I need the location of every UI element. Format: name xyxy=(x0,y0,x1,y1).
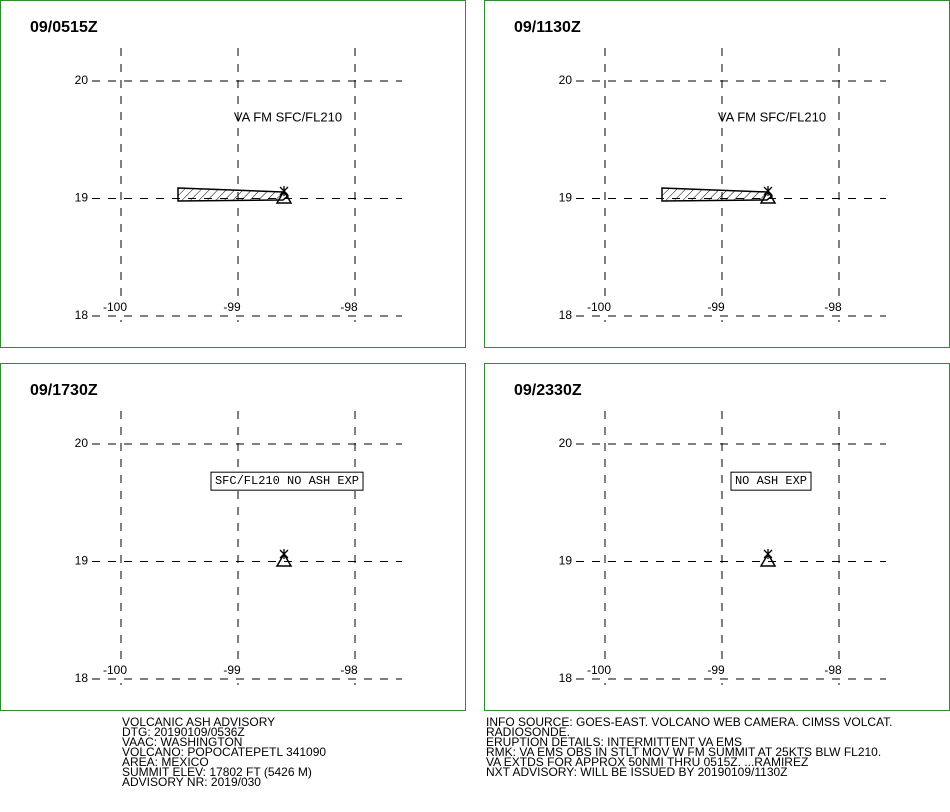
panel-time: 09/0515Z xyxy=(30,19,98,36)
x-tick-label-bg xyxy=(339,300,359,315)
volcano-symbol xyxy=(759,552,777,567)
panel-time: 09/2330Z xyxy=(514,382,582,399)
x-tick-label-bg xyxy=(222,300,242,315)
y-tick-label: 20 xyxy=(75,436,89,450)
volcano-symbol xyxy=(275,552,293,567)
x-tick-label-bg xyxy=(585,300,613,315)
map-panel: 18 19 20 -100 -99 -98 09/1130Z VA FM SFC/FL210 xyxy=(484,0,950,348)
ash-area xyxy=(661,187,774,202)
advisory-line: RMK: VA EMS OBS IN STLT MOV W FM SUMMIT … xyxy=(486,745,882,759)
y-tick-label: 18 xyxy=(559,308,573,322)
x-tick-label-bg xyxy=(706,663,726,678)
y-tick-label: 20 xyxy=(559,73,573,87)
map-panel: 18 19 20 -100 -99 -98 09/2330Z NO ASH EXP xyxy=(484,363,950,711)
panel-border xyxy=(484,363,950,711)
advisory-line: ERUPTION DETAILS: INTERMITTENT VA EMS xyxy=(486,735,743,749)
x-tick-label: -100 xyxy=(103,663,127,677)
panel-border xyxy=(484,0,950,348)
x-tick-label-bg xyxy=(222,663,242,678)
advisory-line: INFO SOURCE: GOES-EAST. VOLCANO WEB CAME… xyxy=(486,715,893,729)
y-tick-label: 20 xyxy=(559,436,573,450)
label-box xyxy=(210,471,364,491)
x-tick-label-bg xyxy=(101,300,129,315)
advisory-line: VOLCANIC ASH ADVISORY xyxy=(122,715,276,729)
x-tick-label: -100 xyxy=(587,300,611,314)
panel-time: 09/1730Z xyxy=(30,382,98,399)
map-panel: 18 19 20 -100 -99 -98 09/1730Z SFC/FL210 NO ASH… xyxy=(0,363,466,711)
panel-label: VA FM SFC/FL210 xyxy=(234,109,342,124)
advisory-line: SUMMIT ELEV: 17802 FT (5426 M) xyxy=(122,765,312,779)
x-tick-label: -98 xyxy=(340,663,358,677)
advisory-line: RADIOSONDE. xyxy=(486,725,571,739)
ash-area xyxy=(177,187,290,202)
x-tick-label: -99 xyxy=(223,663,241,677)
x-tick-label: -99 xyxy=(707,300,725,314)
x-tick-label: -98 xyxy=(340,300,358,314)
panel-label: SFC/FL210 NO ASH EXP xyxy=(215,474,359,488)
x-tick-label-bg xyxy=(339,663,359,678)
y-tick-label: 19 xyxy=(559,554,573,568)
x-tick-label-bg xyxy=(823,300,843,315)
eruption-symbol xyxy=(763,186,773,196)
x-tick-label-bg xyxy=(823,663,843,678)
y-tick-label: 18 xyxy=(75,308,89,322)
advisory-line: AREA: MEXICO xyxy=(122,755,209,769)
eruption-symbol xyxy=(279,549,289,559)
y-tick-label: 19 xyxy=(75,191,89,205)
volcano-symbol xyxy=(759,189,777,204)
advisory-line: NXT ADVISORY: WILL BE ISSUED BY 20190109… xyxy=(486,765,788,779)
x-tick-label-bg xyxy=(706,300,726,315)
y-tick-label: 18 xyxy=(75,671,89,685)
x-tick-label: -99 xyxy=(707,663,725,677)
panel-border xyxy=(0,0,466,348)
advisory-right: INFO SOURCE: GOES-EAST. VOLCANO WEB CAME… xyxy=(486,715,893,779)
y-tick-label: 20 xyxy=(75,73,89,87)
y-tick-label: 19 xyxy=(559,191,573,205)
x-tick-label: -99 xyxy=(223,300,241,314)
x-tick-label-bg xyxy=(101,663,129,678)
x-tick-label: -98 xyxy=(824,300,842,314)
panel-border xyxy=(0,363,466,711)
label-box xyxy=(730,471,812,491)
x-tick-label-bg xyxy=(585,663,613,678)
panel-label: NO ASH EXP xyxy=(735,474,807,488)
x-tick-label: -100 xyxy=(587,663,611,677)
y-tick-label: 18 xyxy=(559,671,573,685)
advisory-line: VOLCANO: POPOCATEPETL 341090 xyxy=(122,745,327,759)
panel-time: 09/1130Z xyxy=(514,19,581,36)
panel-label: VA FM SFC/FL210 xyxy=(718,109,826,124)
x-tick-label: -98 xyxy=(824,663,842,677)
eruption-symbol xyxy=(763,549,773,559)
advisory-line: VAAC: WASHINGTON xyxy=(122,735,243,749)
map-panel: 18 19 20 -100 -99 -98 09/0515Z VA FM SFC/FL210 xyxy=(0,0,466,348)
advisory-line: VA EXTDS FOR APPROX 50NMI THRU 0515Z. ..… xyxy=(486,755,809,769)
advisory-left: VOLCANIC ASH ADVISORY DTG: 20190109/0536Z… xyxy=(122,715,327,789)
volcano-symbol xyxy=(275,189,293,204)
advisory-line: ADVISORY NR: 2019/030 xyxy=(122,775,261,789)
y-tick-label: 19 xyxy=(75,554,89,568)
eruption-symbol xyxy=(279,186,289,196)
x-tick-label: -100 xyxy=(103,300,127,314)
advisory-line: DTG: 20190109/0536Z xyxy=(122,725,245,739)
